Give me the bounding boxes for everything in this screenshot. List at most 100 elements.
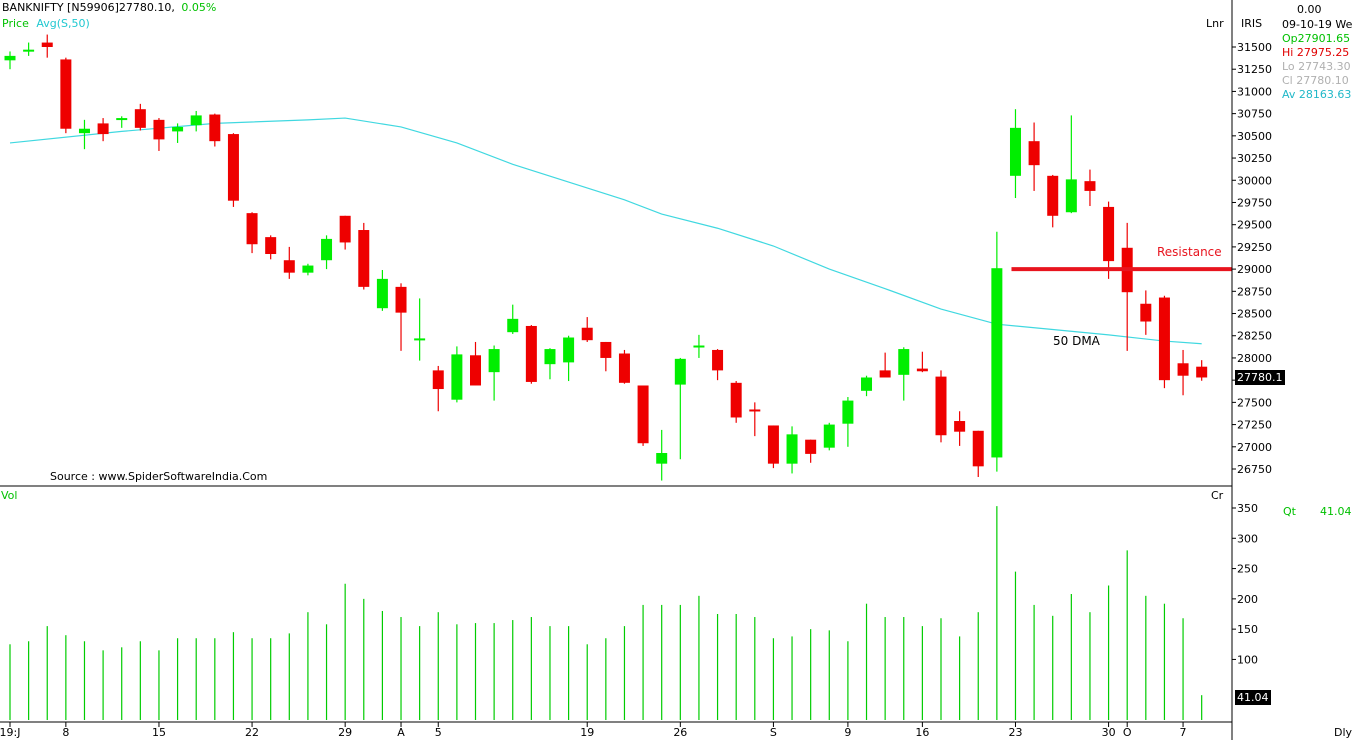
candle [395, 283, 407, 351]
candle-body [805, 439, 817, 454]
candle [1177, 349, 1189, 396]
date-tick-label: 5 [435, 726, 442, 739]
candle [376, 269, 388, 311]
candle-body [1103, 206, 1115, 262]
info-high: Hi 27975.25 [1282, 46, 1350, 59]
candle [805, 439, 817, 463]
price-tick-label: 28000 [1237, 352, 1272, 365]
volume-panel [9, 506, 1203, 720]
volume-title: Vol [1, 489, 18, 502]
candle [4, 51, 16, 70]
candle-body [1028, 141, 1040, 166]
candle-body [1065, 179, 1077, 213]
date-tick-label: 7 [1180, 726, 1187, 739]
info-avg: Av 28163.63 [1282, 88, 1352, 101]
candle-body [898, 349, 910, 375]
candle-body [507, 318, 519, 333]
candle [991, 231, 1003, 472]
price-tick-label: 30250 [1237, 152, 1272, 165]
qty-value: 41.04 [1320, 505, 1352, 518]
candle [1158, 295, 1170, 389]
candle-body [525, 325, 537, 382]
date-tick-label: 23 [1008, 726, 1022, 739]
candle-body [861, 377, 873, 391]
info-date: 09-10-19 We [1282, 18, 1352, 31]
candle-body [581, 327, 593, 341]
candle [97, 118, 109, 142]
price-tick-label: 29500 [1237, 219, 1272, 232]
volume-tick-label: 200 [1237, 593, 1258, 606]
candle [674, 357, 686, 460]
date-tick-label: 9 [844, 726, 851, 739]
candle-body [637, 385, 649, 444]
candle-body [916, 368, 928, 372]
period-label[interactable]: Dly [1334, 726, 1352, 739]
candle [935, 370, 947, 443]
date-tick-label: 19:J [0, 726, 20, 739]
scale-mode-label[interactable]: Lnr [1206, 17, 1224, 30]
candle-body [618, 353, 630, 383]
candle [861, 375, 873, 397]
candle [41, 34, 53, 58]
last-price: 27780.10, [118, 1, 175, 14]
candle-body [432, 370, 444, 390]
candle-body [321, 238, 333, 261]
candle-body [172, 126, 184, 132]
candle [134, 103, 146, 131]
candle [507, 304, 519, 334]
candle-body [1009, 127, 1021, 176]
candle [916, 351, 928, 373]
price-tick-label: 27000 [1237, 441, 1272, 454]
candle-body [227, 134, 239, 201]
candle-body [1140, 303, 1152, 322]
candle [78, 119, 90, 150]
candle [786, 426, 798, 474]
candle-body [116, 118, 128, 121]
date-tick-label: S [770, 726, 777, 739]
candle [172, 123, 184, 143]
candle [358, 222, 370, 290]
candle-body [972, 430, 984, 467]
candle [488, 345, 500, 401]
candle [1028, 122, 1040, 191]
price-tick-label: 27250 [1237, 419, 1272, 432]
legend-price: Price [2, 17, 29, 30]
candle-body [153, 119, 165, 140]
candle-body [879, 370, 891, 378]
date-tick-label: 8 [62, 726, 69, 739]
candle [153, 118, 165, 151]
legend-avg: Avg(S,50) [36, 17, 90, 30]
candle [339, 215, 351, 250]
candle-body [414, 338, 426, 341]
price-tick-label: 26750 [1237, 463, 1272, 476]
candle-body [1177, 363, 1189, 376]
candle [525, 325, 537, 384]
price-tick-label: 30000 [1237, 174, 1272, 187]
candle [432, 365, 444, 412]
candle-body [563, 337, 575, 363]
candle-body [376, 278, 388, 309]
candle [563, 335, 575, 382]
iris-label: IRIS [1241, 17, 1263, 30]
candle-body [656, 453, 668, 464]
change-percent: 0.05% [181, 1, 217, 14]
candle-body [78, 128, 90, 134]
candle [618, 349, 630, 384]
ma-line [9, 117, 1202, 345]
qty-label: Qt [1283, 505, 1296, 518]
price-tick-label: 31250 [1237, 63, 1272, 76]
candle [898, 347, 910, 401]
candle [1065, 115, 1077, 214]
date-tick-label: 15 [152, 726, 166, 739]
candle [600, 341, 612, 372]
candle [246, 212, 258, 254]
candle [1103, 201, 1115, 279]
candle [972, 430, 984, 477]
candle [451, 346, 463, 403]
price-tick-label: 30750 [1237, 108, 1272, 121]
candle-body [190, 115, 202, 126]
date-tick-label: 29 [338, 726, 352, 739]
volume-last-tag: 41.04 [1235, 690, 1271, 705]
price-panel [4, 34, 1232, 481]
